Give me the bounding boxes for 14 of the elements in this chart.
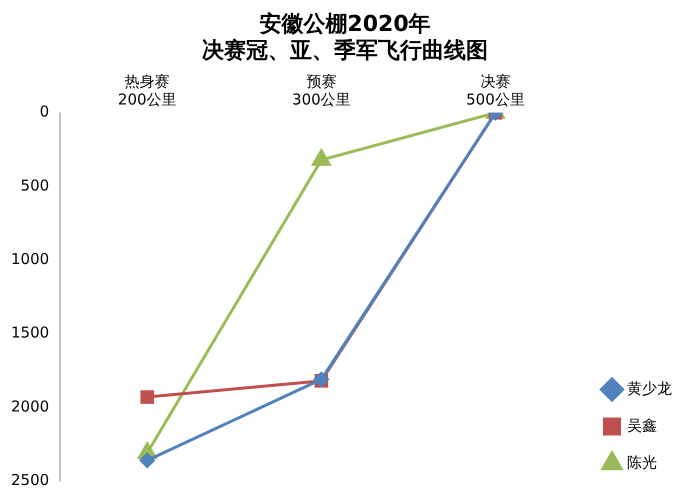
chart-title: 安徽公棚2020年 bbox=[259, 10, 431, 37]
y-tick-label: 0 bbox=[40, 102, 50, 121]
y-tick-label: 2500 bbox=[10, 470, 50, 489]
x-tick-label: 预赛 300公里 bbox=[292, 72, 351, 109]
x-tick-label: 热身赛 200公里 bbox=[118, 72, 177, 109]
legend-label: 黄少龙 bbox=[627, 379, 672, 398]
y-tick-label: 500 bbox=[20, 176, 50, 194]
y-tick-label: 1000 bbox=[10, 250, 50, 268]
x-tick-label: 决赛 500公里 bbox=[466, 72, 525, 109]
legend-label: 吴鑫 bbox=[627, 416, 657, 434]
y-tick-label: 2000 bbox=[10, 397, 50, 416]
y-tick-label: 1500 bbox=[10, 324, 50, 342]
chart-subtitle: 决赛冠、亚、季军飞行曲线图 bbox=[202, 37, 488, 64]
legend-label: 陈光 bbox=[627, 453, 657, 472]
